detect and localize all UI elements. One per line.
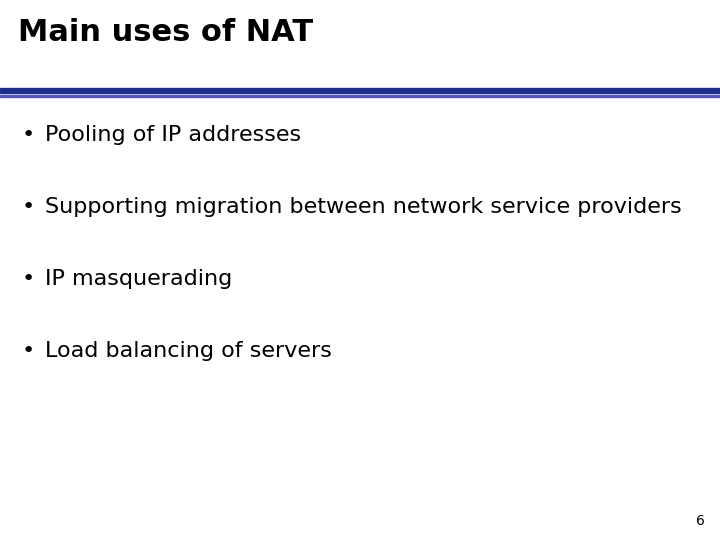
Text: Supporting migration between network service providers: Supporting migration between network ser… [45, 197, 682, 217]
Bar [0, 95, 720, 97]
Text: IP masquerading: IP masquerading [45, 269, 233, 289]
Text: Load balancing of servers: Load balancing of servers [45, 341, 332, 361]
Text: Main uses of NAT: Main uses of NAT [18, 18, 313, 47]
Text: •: • [22, 341, 35, 361]
Bar [0, 88, 720, 93]
Text: •: • [22, 197, 35, 217]
Text: •: • [22, 269, 35, 289]
Text: •: • [22, 125, 35, 145]
Text: Pooling of IP addresses: Pooling of IP addresses [45, 125, 301, 145]
Text: 6: 6 [696, 514, 705, 528]
